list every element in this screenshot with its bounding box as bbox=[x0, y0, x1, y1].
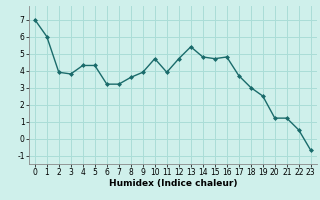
X-axis label: Humidex (Indice chaleur): Humidex (Indice chaleur) bbox=[108, 179, 237, 188]
